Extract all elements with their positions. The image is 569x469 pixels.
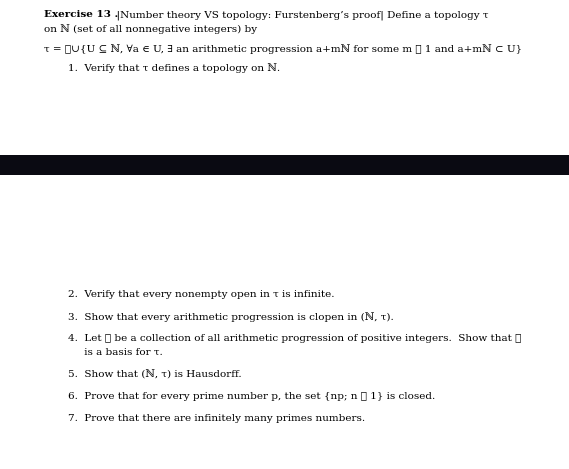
Text: Exercise 13 .: Exercise 13 .: [44, 10, 118, 19]
Text: |Number theory VS topology: Furstenberg’s proof| Define a topology τ: |Number theory VS topology: Furstenberg’…: [110, 10, 489, 20]
Text: on ℕ (set of all nonnegative integers) by: on ℕ (set of all nonnegative integers) b…: [44, 24, 257, 34]
Text: 6.  Prove that for every prime number p, the set {np; n ⩾ 1} is closed.: 6. Prove that for every prime number p, …: [68, 392, 435, 401]
Text: 2.  Verify that every nonempty open in τ is infinite.: 2. Verify that every nonempty open in τ …: [68, 290, 335, 299]
Text: 1.  Verify that τ defines a topology on ℕ.: 1. Verify that τ defines a topology on ℕ…: [68, 63, 280, 73]
Text: 4.  Let ℬ be a collection of all arithmetic progression of positive integers.  S: 4. Let ℬ be a collection of all arithmet…: [68, 334, 521, 343]
Bar: [0, 155, 569, 175]
Text: 5.  Show that (ℕ, τ) is Hausdorff.: 5. Show that (ℕ, τ) is Hausdorff.: [68, 370, 242, 379]
Text: τ = ∅∪{U ⊆ ℕ, ∀a ∈ U, ∃ an arithmetic progression a+mℕ for some m ⩾ 1 and a+mℕ ⊂: τ = ∅∪{U ⊆ ℕ, ∀a ∈ U, ∃ an arithmetic pr…: [44, 44, 522, 54]
Text: 3.  Show that every arithmetic progression is clopen in (ℕ, τ).: 3. Show that every arithmetic progressio…: [68, 312, 394, 322]
Text: 7.  Prove that there are infinitely many primes numbers.: 7. Prove that there are infinitely many …: [68, 414, 365, 423]
Text: is a basis for τ.: is a basis for τ.: [68, 348, 163, 357]
